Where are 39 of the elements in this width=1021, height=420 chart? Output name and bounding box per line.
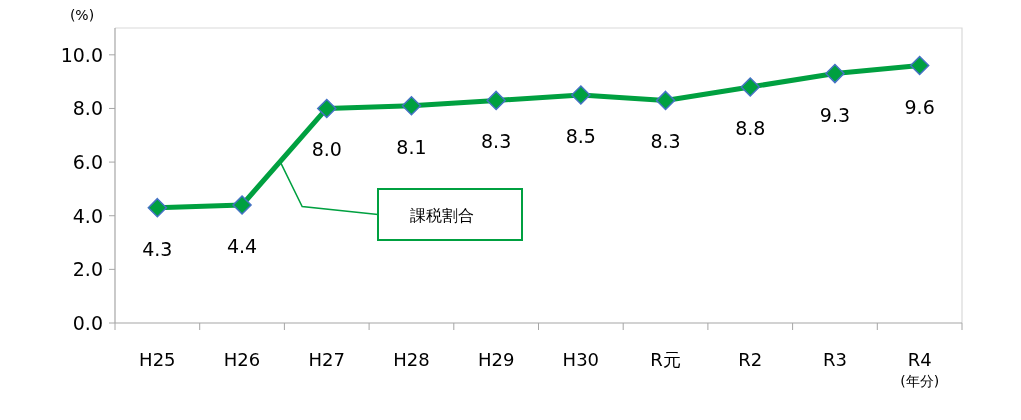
point: [401, 96, 422, 116]
x-tick-label: R元: [650, 349, 681, 370]
data-label: 4.3: [142, 237, 173, 260]
y-tick-label: 4.0: [72, 204, 103, 227]
y-tick-label: 2.0: [72, 258, 103, 281]
x-tick-label: R3: [822, 349, 847, 370]
data-label: 8.3: [481, 130, 512, 153]
y-tick-label: 6.0: [72, 151, 103, 174]
x-tick-label: H29: [477, 349, 515, 370]
x-tick-label: H25: [139, 349, 176, 370]
point: [571, 85, 591, 105]
point: [740, 77, 760, 97]
data-label: 8.1: [396, 135, 427, 158]
data-label: 9.6: [904, 95, 935, 118]
y-tick-label: 8.0: [72, 97, 103, 120]
x-tick-label: R2: [738, 349, 763, 370]
text: 課税割合: [410, 205, 474, 225]
x-axis-title: (年分): [900, 373, 940, 389]
y-axis-title: (%): [69, 7, 95, 23]
x-tick-label: H27: [308, 349, 345, 370]
y-tick-label: 10.0: [60, 43, 103, 66]
data-label: 9.3: [819, 103, 851, 126]
point: [486, 90, 506, 111]
point: [232, 195, 252, 215]
data-label: 8.0: [311, 138, 342, 161]
x-tick-label: R4: [907, 349, 932, 370]
point: [825, 63, 845, 84]
x-tick-label: H30: [562, 349, 600, 370]
data-label: 8.5: [565, 125, 596, 148]
x-tick-label: H28: [393, 349, 430, 370]
data-label: 8.3: [650, 130, 681, 153]
point: [147, 197, 168, 218]
point: [317, 98, 337, 119]
data-label: 4.4: [226, 235, 258, 257]
data-label: 8.8: [735, 117, 766, 139]
point: [909, 55, 930, 76]
x-tick-label: H26: [223, 349, 261, 370]
y-tick-label: 0.0: [72, 312, 103, 334]
point: [655, 90, 676, 111]
